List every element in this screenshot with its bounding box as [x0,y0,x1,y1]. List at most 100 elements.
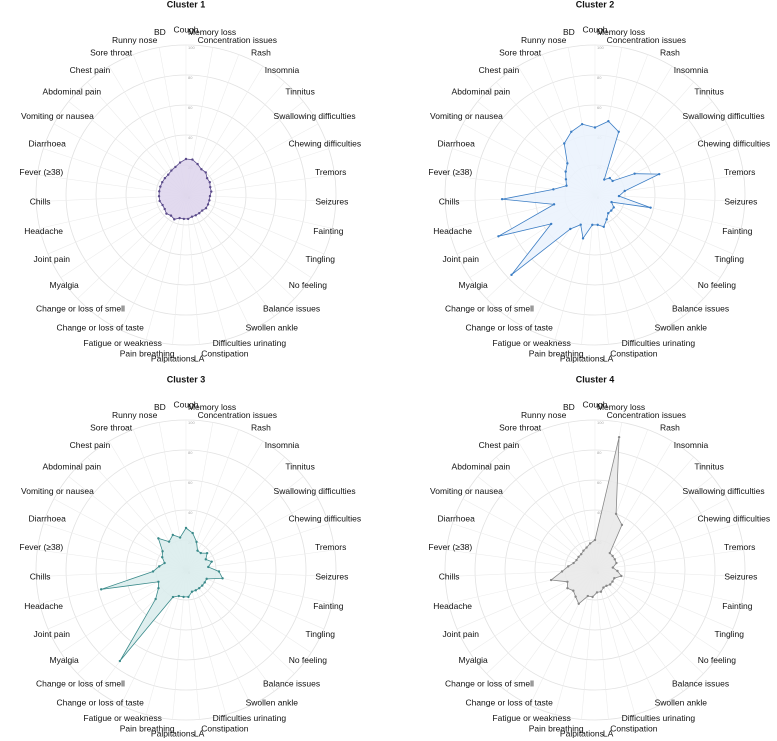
grid-spoke [477,476,596,571]
axis-label: Fever (≥38) [428,542,472,552]
radar-point [617,194,621,198]
axis-label: Tingling [306,254,336,264]
axis-label: Palpitations [560,729,604,739]
radar-point [206,203,210,206]
axis-label: Joint pain [34,254,71,264]
axis-label: LA [603,729,614,739]
axis-label: Cough [582,24,607,34]
radar-point [203,581,206,584]
grid-spoke [594,569,636,715]
radar-point [577,602,580,605]
radar-point [217,570,221,573]
panel-title: Cluster 1 [167,0,206,9]
axis-label: Fainting [313,226,344,236]
grid-spoke [185,456,285,571]
panel-title: Cluster 4 [576,374,615,384]
axis-label: Balance issues [263,303,320,313]
axis-label: Tinnitus [285,461,314,471]
axis-label: Runny nose [521,35,567,45]
axis-label: Abdominal pain [43,461,102,471]
radar-area [101,527,224,662]
axis-label: Change or loss of taste [56,323,144,333]
radar-point [549,222,553,226]
radar-point [151,570,155,573]
radar-point [603,178,606,181]
grid-spoke [594,523,738,571]
axis-label: Memory loss [597,27,645,37]
axis-label: Headache [24,601,63,611]
axis-label: No feeling [698,280,737,290]
radar-point [184,157,188,161]
grid-spoke [594,101,713,196]
grid-spoke [185,569,252,706]
radar-point [607,212,610,215]
axis-label: Fatigue or weakness [83,338,161,348]
grid-spoke [185,194,295,299]
radar-point [549,578,553,582]
radar-point [178,161,182,164]
grid-spoke [185,194,275,317]
grid-spoke [185,441,264,571]
axis-label: Myalgia [50,655,80,665]
axis-label: Fainting [722,601,753,611]
axis-label: Balance issues [263,678,320,688]
grid-spoke [594,194,704,299]
radar-point [210,190,213,193]
radar-point [159,185,162,188]
radar-point [190,590,194,593]
axis-label: Diarrhoea [28,138,66,148]
grid-spoke [496,456,596,571]
axis-label: Fainting [722,226,753,236]
axis-label: Seizures [315,197,348,207]
axis-label: Chest pain [70,65,111,75]
axis-label: Insomnia [674,440,709,450]
axis-label: Rash [660,423,680,433]
axis-label: Swallowing difficulties [274,111,356,121]
axis-label: Insomnia [265,440,300,450]
radar-point [657,172,661,176]
radar-point [169,214,173,217]
radar-point [497,235,500,238]
radar-point [552,203,556,206]
axis-label: Swollen ankle [246,323,299,333]
radar-point [173,218,176,221]
axis-label: Tremors [724,542,755,552]
axis-label: Abdominal pain [43,86,102,96]
axis-label: Abdominal pain [452,461,511,471]
radar-point [201,209,204,212]
axis-label: Cough [582,399,607,409]
axis-label: Memory loss [188,27,236,37]
grid-spoke [594,476,713,571]
radar-point [200,168,203,171]
radar-point [617,435,621,439]
axis-label: Balance issues [672,678,729,688]
axis-label: Difficulties urinating [213,338,287,348]
axis-label: Fever (≥38) [428,167,472,177]
axis-label: Fatigue or weakness [83,713,161,723]
axis-label: Memory loss [188,402,236,412]
radar-point [596,223,599,227]
radar-point [99,588,103,591]
axis-label: Swallowing difficulties [274,486,356,496]
axis-label: Concentration issues [607,410,686,420]
radar-point [570,130,573,134]
radar-point [157,195,161,198]
axis-label: Sore throat [499,423,542,433]
grid-spoke [185,549,335,571]
radar-point [620,523,624,527]
axis-label: Vomiting or nausea [21,111,94,121]
radar-point [167,540,171,543]
axis-label: Chewing difficulties [289,513,362,523]
radar-point [161,181,164,184]
axis-label: Change or loss of smell [36,303,125,313]
grid-spoke [594,194,684,317]
axis-label: Change or loss of taste [56,698,144,708]
r-tick-label: 100 [188,420,195,425]
radar-point [207,565,210,569]
radar-point [196,162,199,166]
radar-point [608,551,612,555]
axis-label: Fainting [313,601,344,611]
radar-point [510,273,513,277]
grid-spoke [185,569,325,630]
grid-spoke [185,194,227,340]
